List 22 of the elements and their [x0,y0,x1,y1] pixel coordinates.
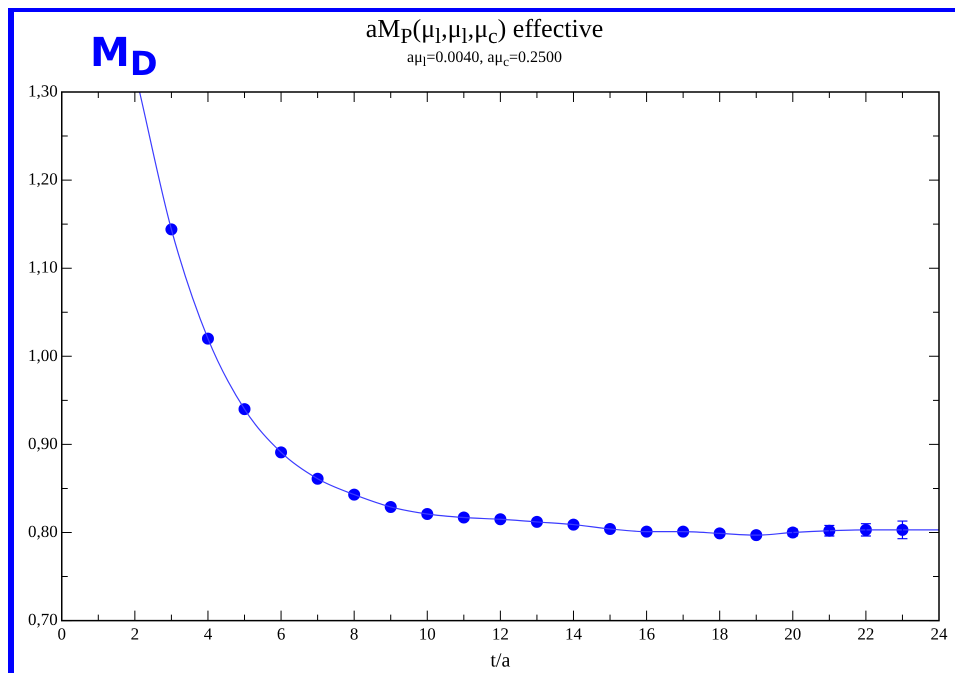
x-tick-label: 24 [930,624,948,644]
y-tick-label: 1,20 [28,170,58,189]
x-tick-label: 8 [350,624,358,644]
x-tick-label: 6 [276,624,286,644]
y-tick-label: 0,80 [28,522,58,541]
x-tick-label: 4 [204,624,213,644]
x-tick-label: 18 [711,624,728,644]
y-tick-label: 0,90 [28,434,58,453]
x-axis-title: t/a [490,649,510,672]
y-tick-label: 0,70 [28,610,58,630]
y-tick-label: 1,10 [28,258,58,277]
x-tick-label: 22 [857,624,874,644]
x-tick-label: 16 [638,624,656,644]
x-tick-label: 20 [784,624,802,644]
text: M$_{D}$ [90,30,158,83]
y-tick-label: 1,00 [28,346,58,365]
x-tick-label: 0 [58,624,66,644]
x-tick-label: 14 [564,624,582,644]
x-tick-label: 2 [130,624,140,644]
x-tick-label: 10 [418,624,436,644]
y-tick-label: 1,30 [28,81,58,100]
x-tick-label: 12 [492,624,509,644]
